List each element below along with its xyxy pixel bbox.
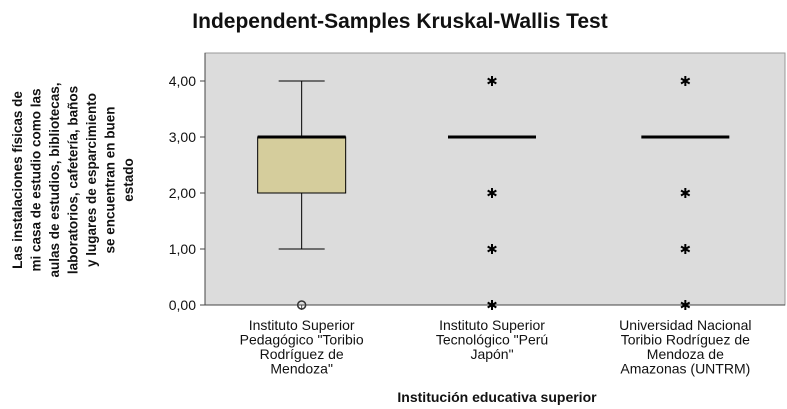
x-tick-label: Instituto Superior: [249, 317, 355, 333]
y-tick-label: 0,00: [169, 297, 196, 313]
y-axis-label: aulas de estudios, bibliotecas,: [47, 82, 62, 277]
extreme: [487, 188, 497, 198]
extreme: [487, 76, 497, 86]
y-tick-label: 4,00: [169, 73, 196, 89]
x-tick-label: Mendoza": [270, 361, 333, 377]
y-axis-label: laboratorios, cafetería, baños: [66, 86, 81, 274]
y-axis-label: estado: [121, 158, 136, 202]
x-tick-label: Amazonas (UNTRM): [620, 361, 750, 377]
x-tick-label: Toribio Rodríguez de: [621, 332, 750, 348]
extreme: [487, 244, 497, 254]
y-axis-label: se encuentran en buen: [103, 106, 118, 253]
x-axis-label: Institución educativa superior: [397, 389, 597, 405]
y-axis-label: y lugares de esparcimiento: [84, 93, 99, 267]
x-tick-label: Universidad Nacional: [619, 317, 751, 333]
box: [257, 136, 347, 194]
outlier: [296, 300, 307, 310]
extreme: [680, 244, 691, 254]
x-tick-label: Instituto Superior: [439, 317, 545, 333]
x-tick-label: Tecnológico "Perú: [436, 332, 548, 348]
chart-title: Independent-Samples Kruskal-Wallis Test: [192, 10, 607, 33]
y-tick-label: 2,00: [169, 185, 196, 201]
y-axis-label: mi casa de estudio como las: [29, 88, 44, 271]
x-tick-label: Japón": [470, 346, 513, 362]
extreme: [487, 300, 497, 310]
x-tick-label: Mendoza de: [647, 346, 724, 362]
extreme: [680, 300, 691, 310]
y-axis-label: Las instalaciones físicas de: [10, 91, 25, 269]
extreme: [680, 76, 691, 86]
extreme: [680, 188, 691, 198]
x-tick-label: Rodríguez de: [260, 346, 344, 362]
y-tick-label: 1,00: [169, 241, 196, 257]
y-tick-label: 3,00: [169, 129, 196, 145]
x-tick-label: Pedagógico "Toribio: [240, 332, 364, 348]
